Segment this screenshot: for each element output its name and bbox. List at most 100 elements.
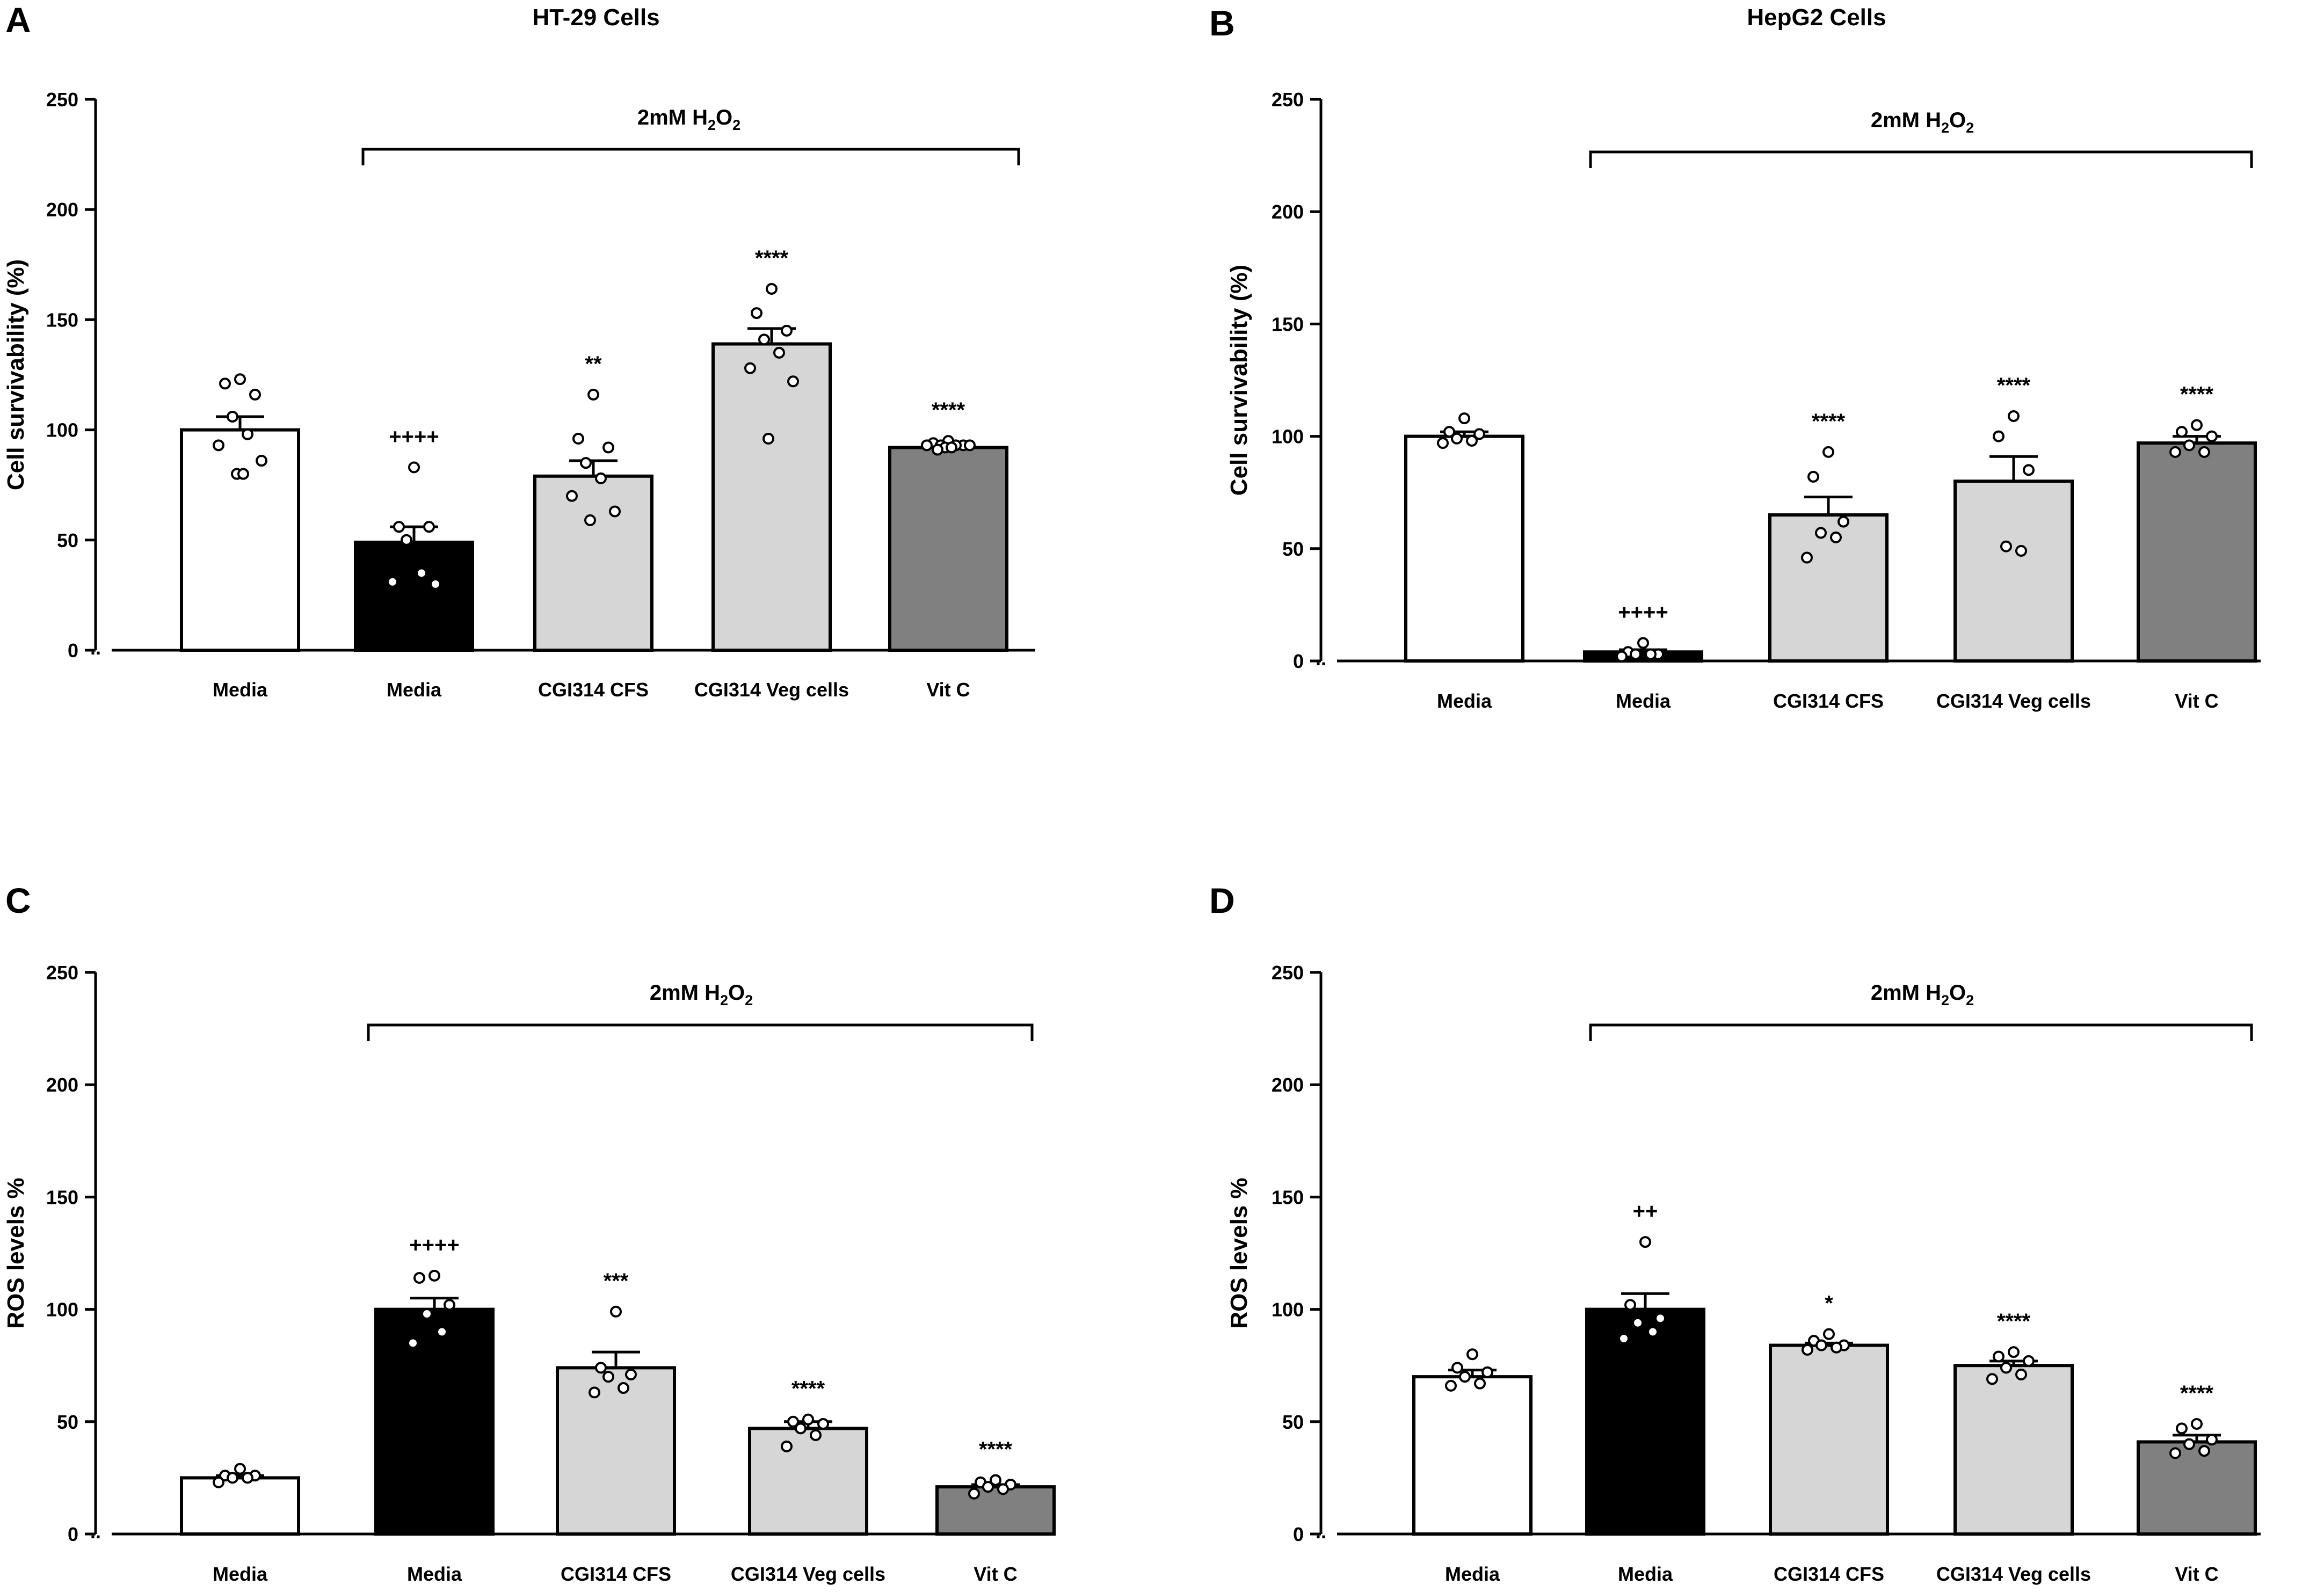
data-point — [1451, 1362, 1463, 1374]
significance-label: **** — [979, 1438, 1013, 1462]
data-point — [795, 1422, 807, 1435]
data-point — [242, 1472, 253, 1484]
bar — [1953, 479, 2074, 663]
y-tick-label: 50 — [1282, 538, 1304, 560]
data-point — [595, 1362, 607, 1374]
data-point — [387, 576, 398, 588]
data-point — [990, 1474, 1001, 1486]
panel-letter: D — [1209, 881, 1235, 920]
data-point — [227, 1472, 238, 1484]
treatment-label: 2mM H2O2 — [637, 106, 740, 133]
axis-break-dots: .. — [1316, 1521, 1326, 1543]
data-point — [946, 441, 957, 454]
category-label: CGI314 CFS — [561, 1563, 671, 1585]
data-point — [997, 1483, 1009, 1495]
data-point — [932, 444, 943, 456]
data-point — [1993, 430, 2005, 442]
y-tick-label: 250 — [1272, 89, 1304, 111]
data-point — [429, 1269, 440, 1282]
axis-break-dots: .. — [90, 1521, 101, 1543]
y-axis-label: ROS levels % — [3, 1177, 29, 1328]
data-point — [602, 1371, 614, 1383]
data-point — [1481, 1366, 1493, 1378]
y-tick-label: 100 — [46, 1299, 78, 1321]
data-point — [234, 373, 246, 386]
significance-label: ++++ — [389, 425, 439, 448]
data-point — [1838, 515, 1849, 528]
data-point — [249, 388, 261, 401]
axis-break-dots: .. — [90, 637, 101, 659]
category-label: CGI314 CFS — [1774, 1563, 1884, 1585]
bar — [1769, 1343, 1889, 1536]
bar — [711, 342, 832, 652]
y-axis-label: ROS levels % — [1226, 1177, 1252, 1328]
significance-label: *** — [604, 1269, 629, 1293]
data-point — [1986, 1373, 1998, 1385]
y-tick-label: 250 — [1272, 962, 1304, 984]
category-label: Vit C — [2175, 1563, 2218, 1585]
data-point — [1474, 1377, 1486, 1390]
category-label: Vit C — [974, 1563, 1017, 1585]
data-point — [1654, 1312, 1666, 1325]
data-point — [2023, 1355, 2035, 1367]
significance-label: **** — [2180, 383, 2214, 406]
axis-break-dots: .. — [1316, 648, 1326, 670]
treatment-bracket — [1589, 1023, 2253, 1041]
data-point — [1458, 412, 1470, 425]
bar — [354, 540, 474, 652]
data-point — [219, 377, 231, 390]
significance-label: ++ — [1633, 1200, 1658, 1223]
data-point — [1822, 446, 1834, 458]
data-point — [1616, 650, 1628, 663]
data-point — [413, 1272, 425, 1284]
data-point — [1466, 1348, 1478, 1361]
data-point — [572, 433, 584, 445]
data-point — [751, 307, 762, 319]
data-point — [408, 461, 420, 474]
significance-label: **** — [932, 398, 965, 422]
panel-c: C ROS levels % 0 50 100 150 200 250.. Media ++++ M… — [3, 881, 1056, 1585]
y-tick-label: 100 — [1272, 426, 1304, 448]
data-point — [1473, 428, 1485, 440]
data-point — [758, 333, 770, 346]
data-point — [393, 521, 405, 533]
data-point — [2206, 430, 2218, 442]
bar — [533, 474, 653, 652]
data-point — [964, 439, 976, 452]
data-point — [2015, 544, 2027, 557]
data-point — [781, 1440, 793, 1452]
treatment-label: 2mM H2O2 — [1871, 108, 1974, 136]
significance-label: **** — [791, 1377, 825, 1401]
y-tick-label: 0 — [1293, 650, 1304, 672]
significance-label: **** — [2180, 1382, 2214, 1405]
y-tick-label: 150 — [1272, 1186, 1304, 1208]
data-point — [2000, 540, 2012, 553]
y-axis-label: Cell survivability (%) — [3, 259, 29, 490]
panel-title: HT-29 Cells — [532, 4, 659, 31]
y-tick-label: 200 — [1272, 201, 1304, 223]
data-point — [595, 472, 607, 484]
y-tick-label: 0 — [1293, 1523, 1304, 1545]
data-point — [2015, 1368, 2027, 1380]
y-tick-label: 0 — [68, 639, 78, 661]
data-point — [213, 439, 224, 452]
data-point — [610, 1305, 622, 1318]
significance-label: * — [1825, 1292, 1833, 1315]
data-point — [1445, 1379, 1457, 1392]
category-label: Media — [1445, 1563, 1500, 1585]
data-point — [1632, 1317, 1644, 1329]
data-point — [2176, 1422, 2188, 1435]
data-point — [444, 1299, 455, 1311]
data-point — [609, 505, 621, 518]
data-point — [2198, 1445, 2210, 1457]
data-point — [781, 324, 793, 337]
bar — [180, 428, 300, 652]
significance-label: ++++ — [409, 1233, 459, 1257]
data-point — [968, 1487, 980, 1500]
y-tick-label: 0 — [68, 1523, 78, 1545]
y-tick-label: 50 — [1282, 1411, 1304, 1433]
data-point — [2206, 1434, 2218, 1446]
bar — [1953, 1364, 2074, 1536]
data-point — [1637, 637, 1649, 649]
y-tick-label: 50 — [57, 529, 78, 551]
